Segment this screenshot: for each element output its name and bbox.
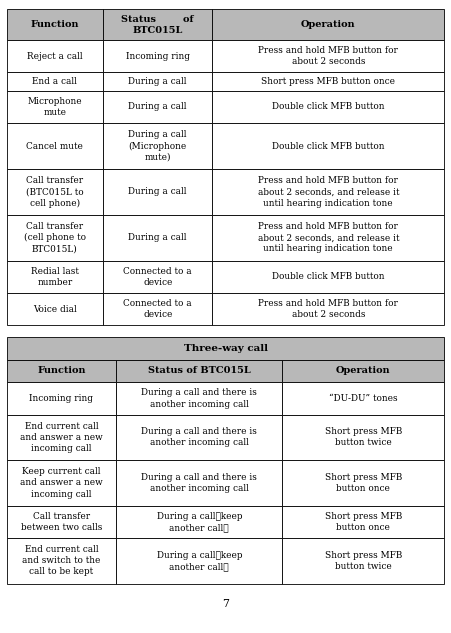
Text: Short press MFB
button twice: Short press MFB button twice: [325, 427, 402, 448]
Bar: [7, 169, 103, 215]
Bar: [7, 72, 103, 91]
Bar: [103, 9, 212, 40]
Bar: [116, 382, 282, 415]
Text: Short press MFB
button twice: Short press MFB button twice: [325, 551, 402, 571]
Bar: [116, 506, 282, 538]
Bar: [7, 460, 116, 506]
Bar: [212, 169, 444, 215]
Bar: [103, 261, 212, 293]
Text: Press and hold MFB button for
about 2 seconds: Press and hold MFB button for about 2 se…: [258, 299, 398, 319]
Text: Connected to a
device: Connected to a device: [124, 267, 192, 287]
Bar: [103, 72, 212, 91]
Text: End a call: End a call: [32, 77, 77, 86]
Text: Voice dial: Voice dial: [33, 304, 77, 314]
Text: Call transfer
between two calls: Call transfer between two calls: [21, 512, 102, 532]
Text: During a call（keep
another call）: During a call（keep another call）: [156, 512, 242, 532]
Bar: [212, 261, 444, 293]
Bar: [103, 91, 212, 123]
Bar: [116, 415, 282, 460]
Text: Double click MFB button: Double click MFB button: [272, 272, 385, 282]
Text: End current call
and answer a new
incoming call: End current call and answer a new incomi…: [20, 422, 103, 453]
Text: Call transfer
(BTC015L to
cell phone): Call transfer (BTC015L to cell phone): [26, 176, 84, 208]
Bar: [7, 506, 116, 538]
Bar: [7, 360, 116, 382]
Bar: [282, 506, 444, 538]
Bar: [103, 40, 212, 72]
Bar: [7, 261, 103, 293]
Bar: [7, 382, 116, 415]
Bar: [212, 215, 444, 261]
Bar: [7, 293, 103, 325]
Bar: [282, 460, 444, 506]
Bar: [103, 169, 212, 215]
Text: Microphone
mute: Microphone mute: [28, 97, 82, 117]
Text: Function: Function: [37, 367, 86, 375]
Text: Press and hold MFB button for
about 2 seconds, and release it
until hearing indi: Press and hold MFB button for about 2 se…: [258, 222, 399, 253]
Text: Redial last
number: Redial last number: [31, 267, 79, 287]
Text: “DU-DU” tones: “DU-DU” tones: [329, 394, 398, 403]
Text: 7: 7: [222, 599, 229, 608]
Text: During a call（keep
another call）: During a call（keep another call）: [156, 551, 242, 571]
Bar: [7, 123, 103, 169]
Text: Keep current call
and answer a new
incoming call: Keep current call and answer a new incom…: [20, 467, 103, 499]
Bar: [212, 293, 444, 325]
Bar: [282, 360, 444, 382]
Bar: [282, 415, 444, 460]
Text: Operation: Operation: [336, 367, 391, 375]
Text: Incoming ring: Incoming ring: [29, 394, 93, 403]
Bar: [103, 215, 212, 261]
Bar: [7, 91, 103, 123]
Text: Reject a call: Reject a call: [27, 51, 83, 61]
Text: Double click MFB button: Double click MFB button: [272, 103, 385, 111]
Bar: [7, 9, 103, 40]
Bar: [282, 382, 444, 415]
Bar: [212, 123, 444, 169]
Bar: [116, 538, 282, 584]
Text: Connected to a
device: Connected to a device: [124, 299, 192, 319]
Text: End current call
and switch to the
call to be kept: End current call and switch to the call …: [22, 545, 101, 577]
Bar: [116, 460, 282, 506]
Text: Press and hold MFB button for
about 2 seconds, and release it
until hearing indi: Press and hold MFB button for about 2 se…: [258, 177, 399, 208]
Text: During a call: During a call: [129, 103, 187, 111]
Bar: [7, 215, 103, 261]
Text: During a call: During a call: [129, 77, 187, 86]
Bar: [212, 9, 444, 40]
Text: Status of BTC015L: Status of BTC015L: [148, 367, 251, 375]
Text: Function: Function: [31, 20, 79, 29]
Bar: [116, 360, 282, 382]
Text: Cancel mute: Cancel mute: [27, 142, 83, 151]
Bar: [212, 40, 444, 72]
Text: Three-way call: Three-way call: [184, 344, 267, 353]
Text: During a call and there is
another incoming call: During a call and there is another incom…: [141, 473, 257, 493]
Bar: [212, 72, 444, 91]
Bar: [103, 123, 212, 169]
Bar: [7, 40, 103, 72]
Text: Press and hold MFB button for
about 2 seconds: Press and hold MFB button for about 2 se…: [258, 46, 398, 66]
Bar: [7, 337, 444, 360]
Text: During a call and there is
another incoming call: During a call and there is another incom…: [141, 389, 257, 408]
Text: Call transfer
(cell phone to
BTC015L): Call transfer (cell phone to BTC015L): [24, 222, 86, 254]
Text: Short press MFB
button once: Short press MFB button once: [325, 473, 402, 493]
Text: During a call: During a call: [129, 187, 187, 196]
Text: Incoming ring: Incoming ring: [126, 51, 190, 61]
Bar: [212, 91, 444, 123]
Bar: [103, 293, 212, 325]
Text: During a call: During a call: [129, 234, 187, 242]
Text: During a call
(Microphone
mute): During a call (Microphone mute): [129, 130, 187, 162]
Text: Short press MFB
button once: Short press MFB button once: [325, 512, 402, 532]
Text: During a call and there is
another incoming call: During a call and there is another incom…: [141, 427, 257, 448]
Bar: [7, 538, 116, 584]
Text: Status        of
BTC015L: Status of BTC015L: [121, 15, 194, 35]
Text: Double click MFB button: Double click MFB button: [272, 142, 385, 151]
Bar: [7, 415, 116, 460]
Bar: [282, 538, 444, 584]
Text: Short press MFB button once: Short press MFB button once: [261, 77, 396, 86]
Text: Operation: Operation: [301, 20, 356, 29]
